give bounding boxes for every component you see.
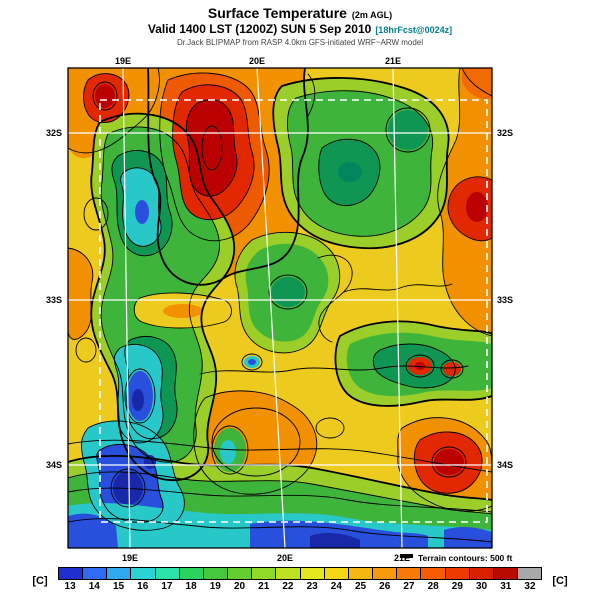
colorbar-swatch [372, 568, 397, 579]
colorbar-unit-right: [C] [552, 575, 568, 587]
colorbar-tick-label: 13 [64, 581, 76, 592]
colorbar-tick-label: 19 [209, 581, 221, 592]
colorbar-tick-label: 31 [500, 581, 512, 592]
colorbar-swatch [492, 568, 517, 579]
colorbar-swatch [227, 568, 252, 579]
colorbar-tick-label: 28 [427, 581, 439, 592]
domain-boundary-dashed [99, 99, 488, 523]
colorbar-swatch [202, 568, 228, 579]
colorbar-swatch [59, 568, 83, 579]
colorbar-tick-label: 24 [330, 581, 342, 592]
contour-lines-layer [68, 68, 492, 543]
colorbar-tick-label: 23 [306, 581, 318, 592]
colorbar-swatch [444, 568, 469, 579]
colorbar-tick-label: 22 [282, 581, 294, 592]
colorbar-swatch [251, 568, 276, 579]
terrain-contour-sample-icon [400, 554, 413, 558]
lat-label-right-2: 34S [497, 460, 513, 470]
colorbar-swatch [178, 568, 203, 579]
colorbar-swatch [106, 568, 131, 579]
colorbar-swatch [420, 568, 445, 579]
title-suffix: (2m AGL) [351, 10, 393, 20]
colorbar-tick-label: 27 [403, 581, 415, 592]
temperature-fill-layer [68, 68, 492, 548]
colorbar-tick-label: 25 [354, 581, 367, 592]
lat-label-left-0: 32S [46, 128, 62, 138]
colorbar-number-row: 13 14 15 16 17 18 19 20 21 22 23 24 25 26 27 28 29 30 31 32 [58, 581, 542, 592]
colorbar-swatch [516, 568, 542, 579]
lon-label-top-2: 21E [385, 56, 401, 66]
colorbar-unit-left: [C] [32, 575, 48, 587]
colorbar-swatch [468, 568, 493, 579]
colorbar-tick-label: 26 [379, 581, 391, 592]
colorbar-tick-label: 17 [161, 581, 173, 592]
colorbar-tick-label: 18 [185, 581, 197, 592]
colorbar-tick-label: 15 [112, 581, 125, 592]
title-text: Surface Temperature [207, 5, 347, 21]
model-attribution-line: Dr.Jack BLIPMAP from RASP 4.0km GFS-init… [176, 37, 424, 47]
terrain-note: Terrain contours: 500 ft [400, 553, 512, 563]
lon-label-bottom-1: 20E [277, 553, 293, 563]
lat-label-right-1: 33S [497, 295, 513, 305]
lat-label-left-1: 33S [46, 295, 62, 305]
colorbar-swatch [275, 568, 300, 579]
colorbar-swatch [130, 568, 155, 579]
colorbar-tick-label: 20 [233, 581, 246, 592]
colorbar-swatch-row [58, 567, 542, 580]
colorbar-tick-label: 14 [88, 581, 100, 592]
forecast-tag: [18hrFcst@0024z] [375, 25, 453, 36]
temperature-colorbar: [C] 13 14 15 16 17 18 19 20 21 22 23 24 25 26 27 28 29 30… [22, 567, 578, 592]
colorbar-tick-label: 32 [524, 581, 536, 592]
lat-label-right-0: 32S [497, 128, 513, 138]
colorbar-scale: 13 14 15 16 17 18 19 20 21 22 23 24 25 26 27 28 29 30 31 32 [58, 567, 542, 592]
lon-label-top-1: 20E [249, 56, 265, 66]
colorbar-tick-label: 16 [137, 581, 149, 592]
valid-time-line: Valid 1400 LST (1200Z) SUN 5 Sep 2010 [18… [0, 22, 600, 38]
valid-time-text: Valid 1400 LST (1200Z) SUN 5 Sep 2010 [147, 22, 372, 37]
colorbar-swatch [299, 568, 324, 579]
colorbar-tick-label: 30 [475, 581, 488, 592]
lon-label-bottom-0: 19E [122, 553, 138, 563]
header: Surface Temperature (2m AGL) Valid 1400 L… [0, 4, 600, 48]
colorbar-swatch [347, 568, 373, 579]
colorbar-tick-label: 21 [258, 581, 270, 592]
colorbar-swatch [154, 568, 179, 579]
colorbar-tick-label: 29 [451, 581, 463, 592]
colorbar-swatch [323, 568, 348, 579]
colorbar-swatch [396, 568, 421, 579]
lat-label-left-2: 34S [46, 460, 62, 470]
colorbar-swatch [82, 568, 107, 579]
page-title: Surface Temperature (2m AGL) [0, 4, 600, 22]
lon-label-top-0: 19E [115, 56, 131, 66]
latlon-grid [68, 68, 492, 548]
map-border [67, 67, 493, 549]
terrain-note-text: Terrain contours: 500 ft [418, 553, 512, 563]
